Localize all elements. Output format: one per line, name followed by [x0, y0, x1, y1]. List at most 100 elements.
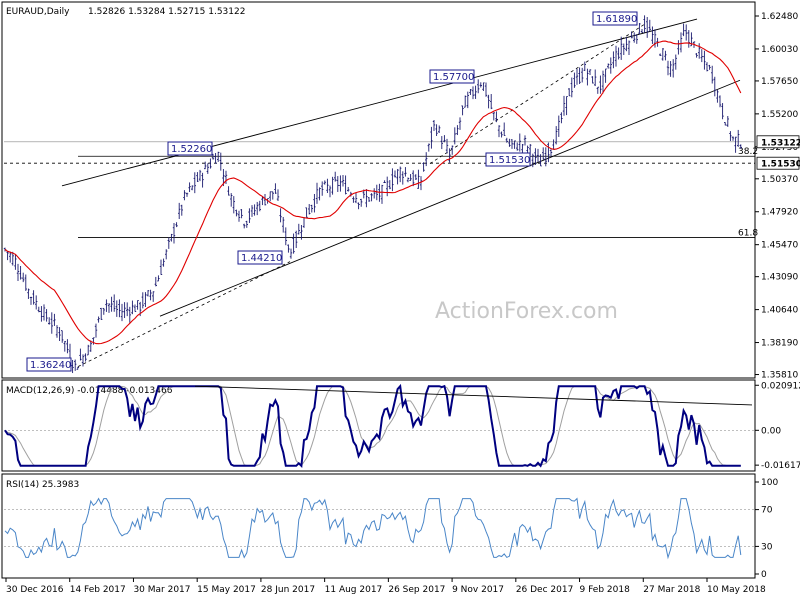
price-bar [180, 204, 183, 216]
price-bar [178, 202, 181, 219]
price-bar [539, 154, 542, 167]
price-bar [703, 50, 706, 70]
price-bar [617, 47, 620, 60]
price-panel-frame [1, 1, 756, 379]
price-bar [653, 29, 657, 48]
price-bar [440, 136, 443, 150]
price-bar [279, 208, 282, 223]
price-bar [666, 60, 670, 76]
price-bar [547, 142, 550, 163]
macd-panel-frame [1, 379, 756, 472]
price-bar [29, 296, 33, 305]
price-bar [674, 54, 677, 70]
price-bar [271, 191, 274, 200]
price-bar [115, 300, 118, 317]
price-bar [308, 204, 311, 215]
price-bar [321, 181, 324, 196]
price-bar [718, 95, 722, 108]
price-callout-label: 1.44210 [241, 253, 282, 264]
price-bar [318, 187, 321, 201]
x-tick-label: 9 Feb 2018 [580, 585, 631, 595]
last-price-box-label: 1.53122 [761, 138, 800, 148]
price-bar [292, 233, 295, 254]
price-bar [583, 61, 586, 71]
price-bar [651, 26, 654, 44]
price-bar [698, 43, 701, 59]
price-bar [230, 193, 233, 207]
price-bar [269, 191, 272, 202]
price-bar [448, 148, 451, 163]
price-bar [289, 248, 293, 259]
y-tick-label: 1.62480 [761, 12, 798, 22]
price-bar [232, 196, 235, 214]
price-bar [204, 161, 207, 170]
price-bar [542, 147, 545, 160]
price-bar [344, 175, 347, 195]
price-bar [165, 249, 168, 260]
price-bar [557, 115, 560, 137]
price-bar [601, 70, 605, 94]
price-bar [638, 23, 641, 35]
rsi-y-tick-label: 100 [761, 478, 778, 488]
price-panel: EURAUD,Daily 1.52826 1.53284 1.52715 1.5… [1, 1, 800, 381]
price-bar [578, 67, 581, 85]
price-bar [206, 163, 209, 174]
y-tick-label: 1.45470 [761, 241, 798, 251]
price-bar [425, 152, 428, 167]
price-bar [466, 91, 469, 109]
price-bar [235, 209, 238, 217]
price-bar [219, 152, 222, 171]
price-bar [258, 200, 261, 212]
price-callout-label: 1.61890 [596, 14, 637, 25]
price-bar [716, 89, 719, 103]
price-bar [461, 105, 464, 116]
price-bar [183, 190, 186, 201]
rsi-line [4, 497, 742, 560]
price-bar [570, 77, 573, 98]
price-bar [492, 112, 495, 121]
price-bar [297, 223, 300, 235]
price-bar [414, 174, 417, 181]
price-bar [185, 192, 189, 197]
fib-level-label: 38.2 [738, 147, 758, 157]
price-bar [419, 176, 423, 191]
price-callout: 1.61890 [592, 11, 638, 26]
price-bar [573, 72, 576, 88]
macd-title: MACD(12,26,9) -0.014488 -0.013466 [6, 386, 173, 396]
price-bar [643, 15, 646, 33]
price-bar [354, 193, 358, 204]
price-bar [243, 223, 246, 229]
price-bar [326, 178, 329, 194]
price-bar [445, 138, 449, 154]
price-callout-label: 1.52260 [171, 144, 212, 155]
price-bar [128, 306, 131, 323]
y-tick-label: 1.55200 [761, 110, 798, 120]
price-bar [721, 103, 724, 120]
price-bar [113, 294, 116, 312]
last-price-box: 1.53122 [756, 135, 800, 148]
price-bar [42, 304, 46, 321]
price-bar [479, 82, 482, 88]
price-bar [149, 289, 152, 301]
price-bar [464, 95, 467, 108]
price-bar [32, 290, 35, 305]
price-bar [107, 303, 111, 313]
price-bar [141, 292, 144, 309]
chart-title: EURAUD,Daily [6, 7, 70, 17]
price-bar [102, 307, 105, 315]
price-bar [365, 189, 368, 208]
price-bar [422, 162, 425, 172]
price-bar [45, 309, 48, 322]
price-bar [581, 67, 584, 83]
macd-panel: MACD(12,26,9) -0.014488 -0.013466 0.0209… [1, 379, 800, 472]
price-bar [640, 28, 644, 33]
price-bar [248, 208, 251, 223]
price-bar [66, 339, 69, 354]
price-bar [695, 53, 698, 58]
price-bar [544, 147, 547, 167]
price-bar [604, 68, 607, 83]
price-bar [94, 323, 98, 338]
price-bar [295, 230, 298, 248]
price-bar [705, 62, 709, 72]
